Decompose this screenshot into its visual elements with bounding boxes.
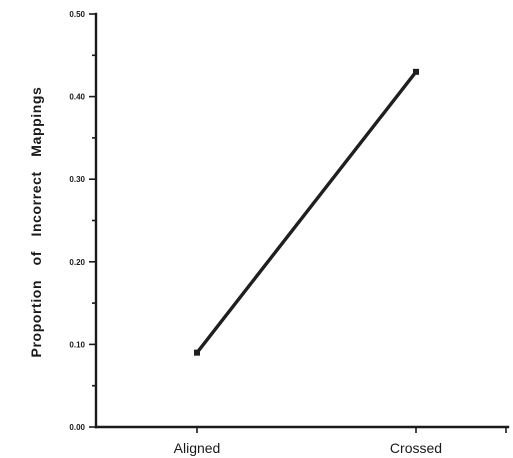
- x-tick-label: Aligned: [174, 440, 221, 456]
- data-point: [194, 349, 200, 356]
- y-axis-ticks: 0.00 0.10 0.20 0.30 0.40 0.50: [69, 10, 96, 432]
- data-point: [413, 68, 419, 75]
- x-axis-ticks: Aligned Crossed: [174, 427, 507, 456]
- y-tick-label: 0.40: [69, 93, 85, 102]
- y-axis-label: Proportion of Incorrect Mappings: [28, 87, 44, 358]
- y-tick-label: 0.00: [69, 423, 85, 432]
- series-line: [195, 70, 418, 354]
- y-tick-label: 0.20: [69, 258, 85, 267]
- x-tick-label: Crossed: [390, 440, 442, 456]
- data-series: [194, 68, 419, 356]
- y-tick-label: 0.10: [69, 340, 85, 349]
- y-tick-label: 0.50: [69, 10, 85, 19]
- y-tick-label: 0.30: [69, 175, 85, 184]
